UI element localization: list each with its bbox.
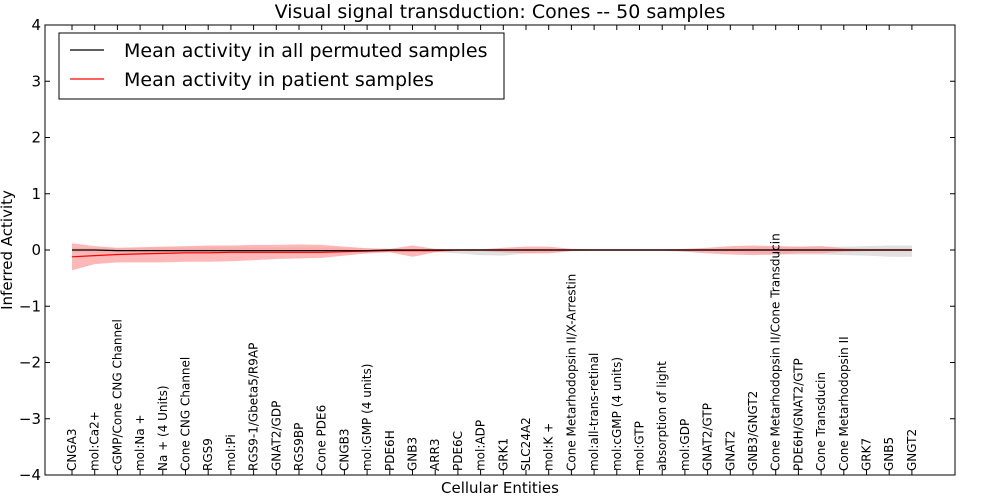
x-category-label: mol:GDP xyxy=(678,419,692,471)
y-tick-label: −3 xyxy=(19,410,41,428)
x-category-label: Cone PDE6 xyxy=(315,405,329,471)
x-category-label: PDE6C xyxy=(451,431,465,471)
x-category-label: mol:K + xyxy=(542,423,556,471)
x-category-label: CNGB3 xyxy=(337,428,351,471)
x-axis-title: Cellular Entities xyxy=(441,479,559,497)
x-category-label: mol:Na + xyxy=(133,414,147,471)
x-category-label: Cone Metarhodopsin II/Cone Transducin xyxy=(769,233,783,471)
x-category-label: Cone Metarhodopsin II/X-Arrestin xyxy=(564,274,578,471)
x-category-label: absorption of light xyxy=(655,361,669,471)
x-category-label: RGS9-1/Gbeta5/R9AP xyxy=(247,343,261,471)
x-axis-ticks xyxy=(71,25,913,475)
x-category-label: mol:GMP (4 units) xyxy=(360,364,374,471)
x-category-label: mol:Ca2+ xyxy=(88,411,102,471)
y-tick-label: 1 xyxy=(31,185,41,203)
x-category-label: GNGT2 xyxy=(905,429,919,471)
x-category-label: RGS9 xyxy=(201,438,215,471)
x-category-label: Cone Transducin xyxy=(814,372,828,471)
x-category-label: GRK7 xyxy=(860,438,874,471)
x-category-label: PDE6H xyxy=(383,430,397,471)
y-tick-label: −2 xyxy=(19,354,41,372)
legend: Mean activity in all permuted samples Me… xyxy=(58,32,505,100)
x-category-label: mol:cGMP (4 units) xyxy=(610,357,624,471)
x-category-label: Cone Metarhodopsin II xyxy=(837,336,851,471)
y-tick-label: −1 xyxy=(19,297,41,315)
x-category-label: GNB3/GNGT2 xyxy=(746,391,760,471)
x-category-label: mol:GTP xyxy=(633,421,647,471)
x-category-label: GNAT2/GDP xyxy=(269,401,283,471)
x-category-label: GNB5 xyxy=(882,437,896,471)
x-category-label: mol:all-trans-retinal xyxy=(587,353,601,471)
x-category-label: SLC24A2 xyxy=(519,417,533,471)
x-category-label: mol:ADP xyxy=(474,420,488,471)
x-category-label: GRK1 xyxy=(496,438,510,471)
y-tick-label: 4 xyxy=(31,16,41,34)
x-category-label: mol:Pi xyxy=(224,434,238,471)
x-category-label: Cone CNG Channel xyxy=(179,357,193,471)
legend-label-permuted: Mean activity in all permuted samples xyxy=(124,40,487,62)
y-tick-label: 2 xyxy=(31,129,41,147)
x-category-label: PDE6H/GNAT2/GTP xyxy=(791,358,805,471)
line-series-0 xyxy=(72,249,912,252)
legend-box xyxy=(58,32,505,100)
y-tick-label: 0 xyxy=(31,241,41,259)
series-lines xyxy=(71,249,912,258)
x-category-label: RGS9BP xyxy=(292,423,306,471)
y-axis-title: Inferred Activity xyxy=(0,190,16,310)
x-category-label: GNAT2 xyxy=(723,430,737,471)
y-tick-label: 3 xyxy=(31,72,41,90)
x-axis-category-labels: CNGA3 mol:Ca2+ cGMP/Cone CNG Channel mol:Na… xyxy=(65,233,919,471)
x-category-label: GNAT2/GTP xyxy=(701,403,715,471)
y-axis-ticks: 4 3 2 1 0 −1 −2 −3 −4 xyxy=(19,16,955,484)
y-tick-label: −4 xyxy=(19,466,41,484)
legend-label-patient: Mean activity in patient samples xyxy=(124,69,434,91)
x-category-label: CNGA3 xyxy=(65,429,79,472)
x-category-label: ARR3 xyxy=(428,438,442,471)
x-category-label: cGMP/Cone CNG Channel xyxy=(110,319,124,471)
x-category-label: GNB3 xyxy=(406,437,420,471)
x-category-label: Na + (4 Units) xyxy=(156,385,170,471)
chart-title: Visual signal transduction: Cones -- 50 … xyxy=(275,1,726,23)
